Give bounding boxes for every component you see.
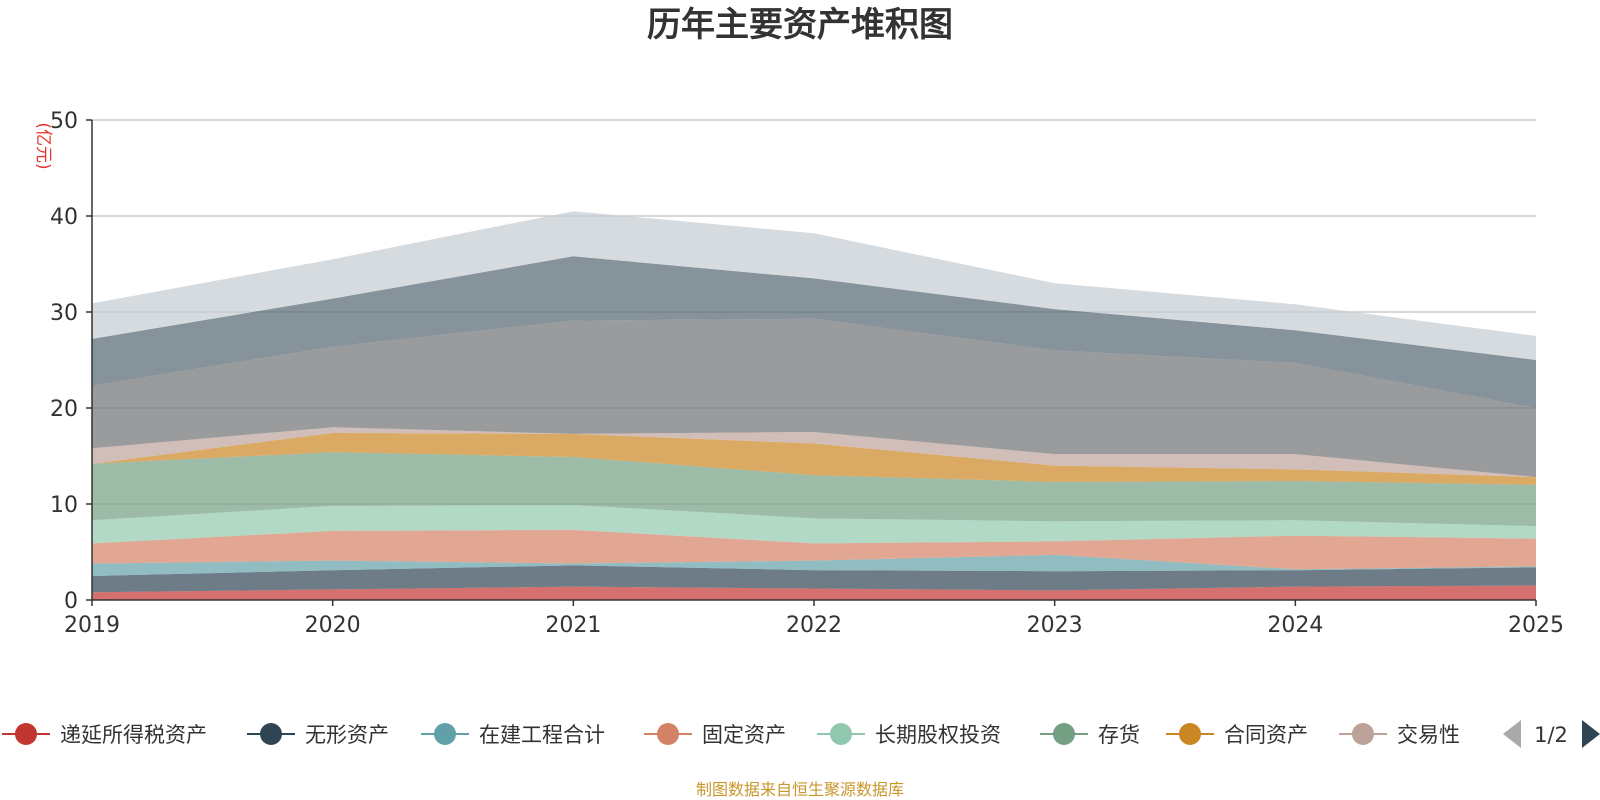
y-tick-label-20: 20 [50, 397, 78, 422]
area-series-0[interactable] [92, 585, 1536, 600]
x-tick-label-2021: 2021 [545, 613, 601, 638]
legend-label: 存货 [1098, 723, 1140, 747]
legend-item-1[interactable]: 无形资产 [247, 723, 389, 747]
legend-marker [260, 723, 282, 745]
y-tick-label-40: 40 [50, 205, 78, 230]
legend-label: 递延所得税资产 [60, 723, 207, 747]
area-series-6[interactable] [92, 433, 1536, 485]
legend-label: 固定资产 [702, 723, 786, 747]
legend-marker [830, 723, 852, 745]
area-series-4[interactable] [92, 505, 1536, 544]
area-series-1[interactable] [92, 565, 1536, 593]
x-tick-label-2025: 2025 [1508, 613, 1564, 638]
legend-item-4[interactable]: 长期股权投资 [817, 723, 1001, 747]
area-series-7[interactable] [92, 427, 1536, 478]
x-tick-label-2022: 2022 [786, 613, 842, 638]
area-series-5[interactable] [92, 452, 1536, 527]
axes: 0 10 20 30 40 50 2019 2020 2021 2022 2023 2024 2025 [50, 109, 1564, 638]
legend-item-5[interactable]: 存货 [1040, 723, 1140, 747]
legend-marker [1179, 723, 1201, 745]
area-series-8[interactable] [92, 318, 1536, 478]
legend-label: 合同资产 [1224, 723, 1308, 747]
x-tick-label-2020: 2020 [305, 613, 361, 638]
y-tick-label-50: 50 [50, 109, 78, 134]
legend-item-0[interactable]: 递延所得税资产 [2, 723, 207, 747]
legend-marker [434, 723, 456, 745]
y-tick-label-30: 30 [50, 301, 78, 326]
y-axis-unit: (亿元) [33, 122, 53, 169]
legend-label: 无形资产 [305, 723, 389, 747]
area-series-2[interactable] [92, 554, 1536, 576]
legend-item-2[interactable]: 在建工程合计 [421, 723, 605, 747]
legend-item-6[interactable]: 合同资产 [1166, 723, 1308, 747]
legend-label: 长期股权投资 [875, 723, 1001, 747]
area-series-group [92, 211, 1536, 600]
legend-marker [1053, 723, 1075, 745]
legend-next-page-icon[interactable] [1582, 720, 1600, 748]
legend-item-3[interactable]: 固定资产 [644, 723, 786, 747]
area-series-9[interactable] [92, 256, 1536, 408]
x-tick-label-2019: 2019 [64, 613, 120, 638]
area-series-10[interactable] [92, 211, 1536, 360]
x-tick-label-2023: 2023 [1027, 613, 1083, 638]
x-tick-label-2024: 2024 [1267, 613, 1323, 638]
legend-marker [15, 723, 37, 745]
legend-pager: 1/2 [1503, 720, 1600, 748]
y-tick-label-0: 0 [64, 589, 78, 614]
legend-marker [657, 723, 679, 745]
legend: 递延所得税资产 无形资产 在建工程合计 固定资产 长期股权投资 存货 合同资产 交易性 1/2 [2, 720, 1600, 748]
y-tick-label-10: 10 [50, 493, 78, 518]
chart-title: 历年主要资产堆积图 [647, 5, 953, 45]
source-note: 制图数据来自恒生聚源数据库 [696, 780, 904, 799]
legend-marker [1352, 723, 1374, 745]
legend-prev-page-icon[interactable] [1503, 720, 1521, 748]
legend-page-indicator: 1/2 [1534, 723, 1568, 747]
legend-item-7[interactable]: 交易性 [1339, 723, 1460, 747]
legend-label: 在建工程合计 [479, 723, 605, 747]
area-series-3[interactable] [92, 529, 1536, 570]
legend-label: 交易性 [1397, 723, 1460, 747]
